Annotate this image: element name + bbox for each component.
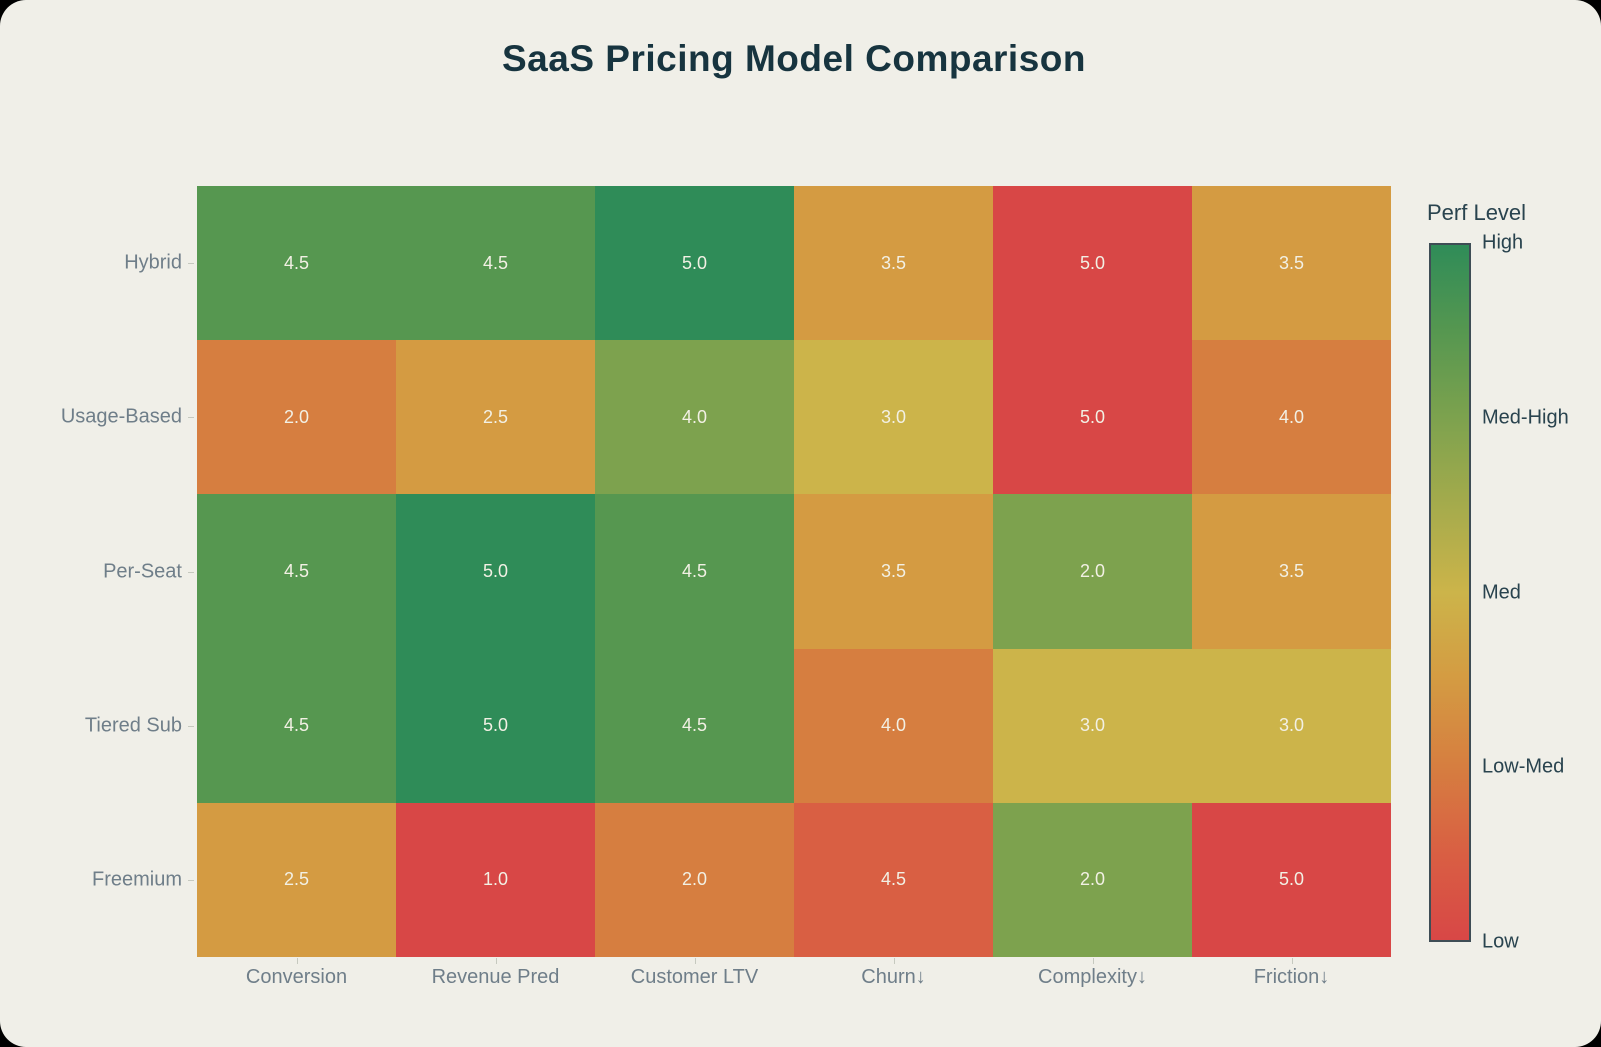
heatmap-cell[interactable]: 3.0 (794, 340, 993, 495)
legend-label: High (1482, 231, 1524, 254)
colorbar (1429, 243, 1471, 942)
column-label: Revenue Pred (431, 966, 560, 988)
heatmap-cell[interactable]: 3.0 (993, 648, 1192, 803)
heatmap-cell[interactable]: 4.5 (595, 648, 794, 803)
heatmap-cell[interactable]: 2.0 (197, 340, 396, 495)
heatmap-cell[interactable]: 4.5 (197, 648, 396, 803)
heatmap: 4.5 4.5 5.0 3.5 5.0 3.5 2.0 2.5 4.0 3.0 5.0 4.0 4.5 5… (197, 186, 1391, 957)
heatmap-cell[interactable]: 2.5 (197, 802, 396, 957)
heatmap-cell[interactable]: 3.5 (794, 186, 993, 341)
row-label: Tiered Sub (84, 714, 182, 737)
column-label: Churn↓ (861, 966, 926, 988)
heatmap-cell[interactable]: 1.0 (396, 802, 595, 957)
heatmap-cell[interactable]: 2.0 (595, 802, 794, 957)
heatmap-cell[interactable]: 2.0 (993, 802, 1192, 957)
x-tick (694, 958, 696, 964)
row-label: Hybrid (124, 251, 182, 274)
heatmap-cell[interactable]: 5.0 (1192, 802, 1391, 957)
y-tick (188, 263, 194, 265)
heatmap-cell[interactable]: 4.5 (197, 186, 396, 341)
heatmap-cell[interactable]: 5.0 (993, 340, 1192, 495)
legend-title: Perf Level (1427, 200, 1527, 225)
heatmap-cell[interactable]: 4.0 (794, 648, 993, 803)
y-tick (188, 725, 194, 727)
heatmap-cell[interactable]: 5.0 (396, 648, 595, 803)
heatmap-cell[interactable]: 3.5 (1192, 186, 1391, 341)
column-label: Customer LTV (630, 966, 759, 988)
heatmap-cell[interactable]: 5.0 (993, 186, 1192, 341)
y-tick (188, 879, 194, 881)
x-tick (893, 958, 895, 964)
heatmap-cell[interactable]: 3.5 (1192, 494, 1391, 649)
legend-label: Low-Med (1482, 755, 1565, 778)
heatmap-cell[interactable]: 5.0 (595, 186, 794, 341)
heatmap-cell[interactable]: 3.5 (794, 494, 993, 649)
legend-label: Med-High (1482, 406, 1569, 429)
y-tick (188, 417, 194, 419)
x-tick (1092, 958, 1094, 964)
column-label: Friction↓ (1253, 966, 1330, 988)
column-label: Conversion (245, 966, 348, 988)
heatmap-cell[interactable]: 4.5 (595, 494, 794, 649)
heatmap-cell[interactable]: 4.0 (1192, 340, 1391, 495)
x-tick (495, 958, 497, 964)
heatmap-cell[interactable]: 4.5 (794, 802, 993, 957)
heatmap-cell[interactable]: 5.0 (396, 494, 595, 649)
y-tick (188, 571, 194, 573)
x-tick (1291, 958, 1293, 964)
heatmap-cell[interactable]: 2.5 (396, 340, 595, 495)
legend-label: Low (1482, 930, 1519, 953)
heatmap-cell[interactable]: 3.0 (1192, 648, 1391, 803)
chart-title: SaaS Pricing Model Comparison (501, 38, 1086, 79)
row-label: Per-Seat (103, 560, 182, 582)
row-label: Freemium (91, 868, 182, 891)
x-tick (296, 958, 298, 964)
heatmap-cell[interactable]: 4.0 (595, 340, 794, 495)
heatmap-cell[interactable]: 4.5 (197, 494, 396, 649)
row-label: Usage-Based (60, 405, 182, 428)
column-label: Complexity↓ (1038, 966, 1147, 988)
heatmap-cell[interactable]: 2.0 (993, 494, 1192, 649)
heatmap-cell[interactable]: 4.5 (396, 186, 595, 341)
legend-label: Med (1482, 581, 1521, 603)
